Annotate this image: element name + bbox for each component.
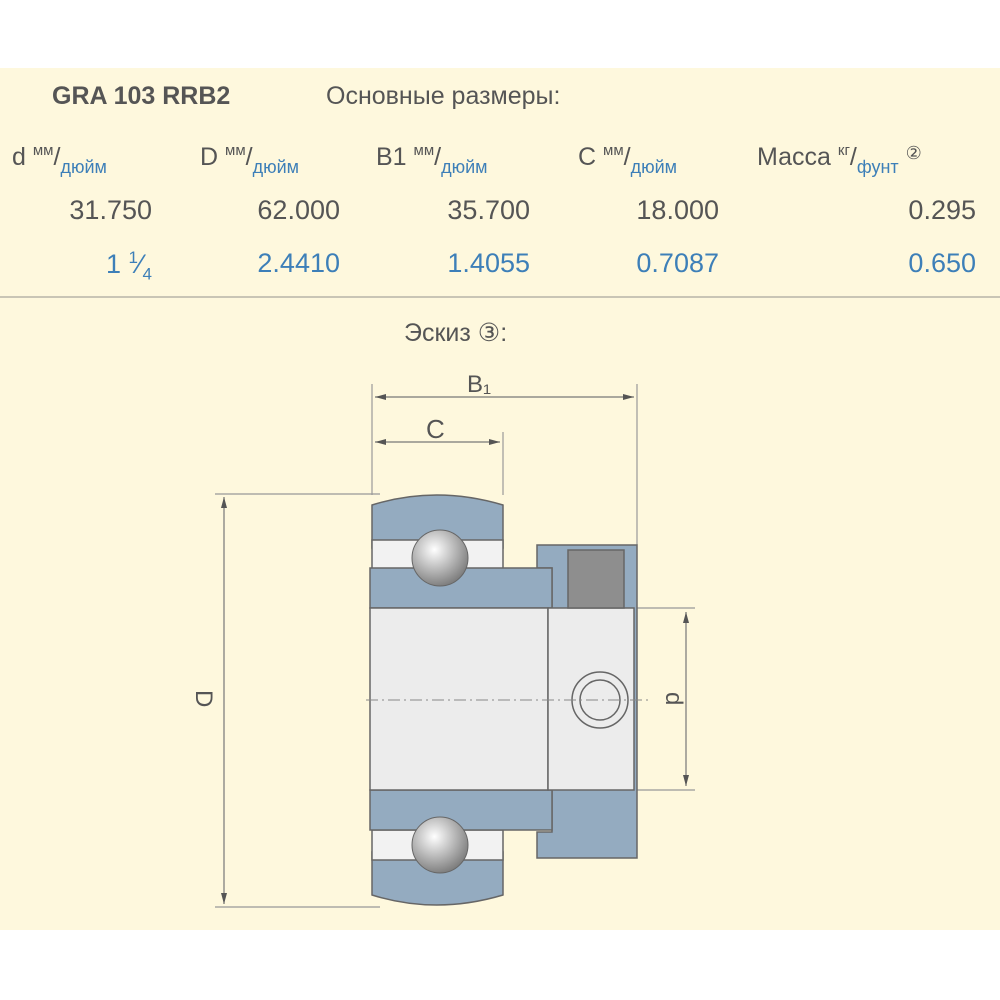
label-d: d — [660, 692, 687, 705]
label-D: D — [190, 690, 217, 707]
label-C: C — [426, 414, 445, 444]
divider — [0, 296, 1000, 298]
header-mass: Масса кг/фунт ② — [757, 142, 922, 177]
value-B1-mm: 35.700 — [447, 195, 530, 225]
value-mass-lb: 0.650 — [908, 248, 976, 278]
model-name: GRA 103 RRB2 — [52, 82, 231, 110]
ball-bottom — [411, 816, 469, 874]
value-C-inch: 0.7087 — [636, 248, 719, 278]
section-title: Основные размеры: — [326, 82, 561, 110]
header-B1: B1 мм/дюйм — [376, 142, 488, 177]
value-D-mm: 62.000 — [257, 195, 340, 225]
value-B1-inch: 1.4055 — [447, 248, 530, 278]
value-D-inch: 2.4410 — [257, 248, 340, 278]
value-d-inch: 1 1⁄4 — [106, 248, 152, 284]
value-d-mm: 31.750 — [69, 195, 152, 225]
value-C-mm: 18.000 — [636, 195, 719, 225]
value-mass-kg: 0.295 — [908, 195, 976, 225]
ball-top — [411, 529, 469, 587]
header-D: D мм/дюйм — [200, 142, 300, 177]
header-d: d мм/дюйм — [12, 142, 107, 177]
header-C: C мм/дюйм — [578, 142, 678, 177]
label-B1: B₁ — [467, 371, 491, 398]
sketch-title: Эскиз ③: — [404, 319, 508, 347]
